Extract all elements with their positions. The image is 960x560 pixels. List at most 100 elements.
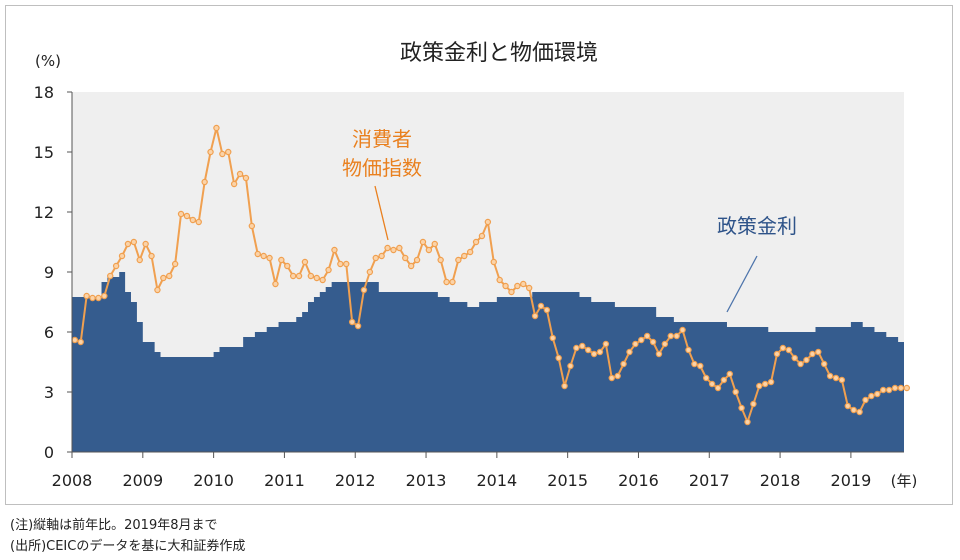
cpi-point	[171, 260, 179, 268]
cpi-point	[407, 262, 415, 270]
x-tick-label: 2017	[689, 471, 730, 490]
cpi-point	[856, 408, 863, 416]
cpi-point	[112, 262, 120, 270]
cpi-point	[360, 286, 368, 294]
cpi-point	[319, 276, 326, 284]
cpi-point	[767, 378, 775, 386]
cpi-point	[354, 322, 362, 330]
cpi-point	[850, 406, 857, 414]
cpi-point	[785, 346, 792, 354]
cpi-point	[248, 222, 256, 230]
cpi-point	[685, 346, 692, 354]
cpi-point	[667, 332, 674, 340]
policy-rate-leader-line	[726, 255, 758, 313]
cpi-point	[177, 210, 185, 218]
cpi-point	[643, 332, 651, 340]
cpi-series-label-line2: 物価指数	[342, 156, 422, 180]
cpi-point	[307, 272, 315, 280]
cpi-point	[897, 384, 905, 392]
cpi-point	[803, 356, 810, 364]
cpi-point	[596, 348, 604, 356]
cpi-point	[614, 372, 621, 380]
x-tick-label: 2015	[547, 471, 588, 490]
cpi-point	[832, 374, 840, 382]
x-tick-label: 2010	[193, 471, 234, 490]
cpi-point	[461, 252, 468, 260]
cpi-point	[638, 336, 645, 344]
cpi-point	[567, 362, 574, 370]
cpi-series-label-line1: 消費者	[352, 127, 412, 151]
x-tick-label: 2013	[406, 471, 447, 490]
cpi-point	[130, 238, 138, 246]
cpi-point	[378, 252, 385, 260]
cpi-point	[708, 380, 716, 388]
note-2: (出所)CEICのデータを基に大和証券作成	[10, 539, 246, 554]
cpi-point	[83, 292, 90, 300]
cpi-point	[260, 252, 267, 260]
cpi-point	[254, 250, 261, 258]
cpi-point	[413, 256, 421, 264]
cpi-point	[425, 246, 433, 254]
cpi-point	[89, 294, 96, 302]
cpi-point	[543, 306, 551, 314]
cpi-point	[396, 244, 403, 252]
cpi-point	[514, 282, 521, 290]
cpi-point	[366, 268, 374, 276]
cpi-point	[219, 150, 226, 158]
cpi-point	[213, 124, 220, 132]
x-axis-unit-label: (年)	[891, 472, 918, 490]
cpi-point	[720, 376, 728, 384]
y-tick-label: 6	[44, 323, 54, 342]
cpi-point	[484, 218, 492, 226]
cpi-point	[402, 254, 409, 262]
cpi-point	[278, 256, 285, 264]
cpi-point	[472, 238, 480, 246]
cpi-point	[225, 148, 232, 156]
cpi-point	[148, 252, 155, 260]
cpi-point	[655, 350, 663, 358]
cpi-point	[107, 272, 114, 280]
cpi-point	[101, 292, 108, 300]
cpi-point	[732, 388, 739, 396]
x-tick-label: 2016	[618, 471, 659, 490]
cpi-point	[207, 148, 214, 156]
cpi-point	[272, 280, 279, 288]
cpi-point	[520, 280, 527, 288]
cpi-point	[136, 256, 143, 264]
x-tick-label: 2009	[122, 471, 163, 490]
x-tick-label: 2012	[335, 471, 376, 490]
cpi-point	[744, 418, 751, 426]
cpi-point	[343, 260, 350, 268]
cpi-point	[868, 392, 875, 400]
y-axis-unit-label: (%)	[35, 52, 61, 70]
cpi-point	[331, 246, 338, 254]
cpi-point	[903, 384, 910, 392]
cpi-point	[230, 180, 238, 188]
cpi-point	[337, 260, 344, 268]
y-tick-label: 9	[44, 263, 54, 282]
cpi-point	[608, 374, 615, 382]
cpi-point	[77, 338, 84, 346]
x-tick-label: 2011	[264, 471, 305, 490]
cpi-point	[478, 232, 486, 240]
cpi-point	[284, 262, 291, 270]
cpi-point	[289, 272, 297, 280]
y-tick-label: 18	[34, 83, 54, 102]
cpi-point	[791, 354, 798, 362]
cpi-point	[891, 384, 899, 392]
cpi-point	[602, 340, 610, 348]
cpi-point	[160, 274, 167, 282]
cpi-point	[579, 342, 586, 350]
cpi-point	[124, 240, 132, 248]
cpi-point	[879, 386, 887, 394]
cpi-point	[649, 338, 657, 346]
cpi-point	[531, 312, 539, 320]
cpi-point	[189, 216, 197, 224]
cpi-point	[71, 336, 79, 344]
x-tick-label: 2014	[476, 471, 517, 490]
cpi-point	[242, 174, 250, 182]
y-tick-label: 0	[44, 443, 54, 462]
cpi-point	[826, 372, 834, 380]
cpi-point	[455, 256, 462, 264]
cpi-point	[384, 244, 391, 252]
